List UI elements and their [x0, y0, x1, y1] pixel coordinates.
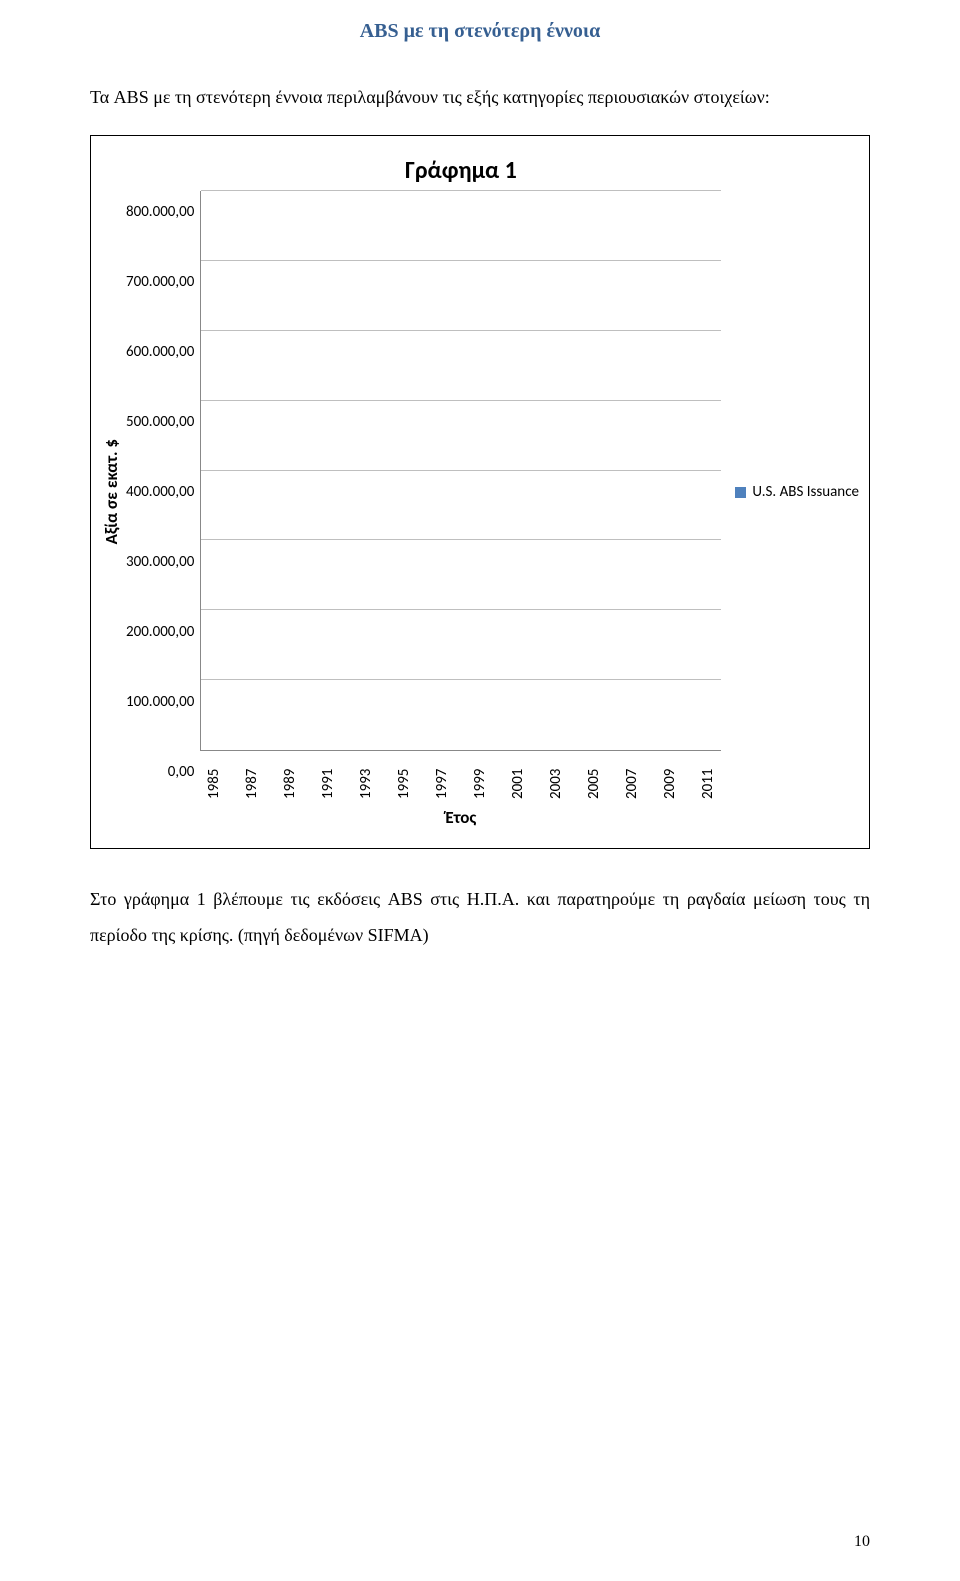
- gridline: [201, 609, 721, 610]
- gridline: [201, 400, 721, 401]
- x-tick: 2003: [547, 757, 565, 799]
- x-tick: 1989: [281, 757, 299, 799]
- x-tick-slot: [261, 757, 280, 799]
- legend: U.S. ABS Issuance: [721, 483, 859, 501]
- x-tick-slot: [337, 757, 356, 799]
- plot-column: Γράφημα 1 198519871989199119931995199719…: [200, 156, 721, 828]
- x-tick: 2009: [661, 757, 679, 799]
- chart-title: Γράφημα 1: [200, 156, 721, 185]
- intro-paragraph: Τα ABS με τη στενότερη έννοια περιλαμβάν…: [90, 79, 870, 115]
- chart-container: Αξία σε εκατ. $ 800.000,00700.000,00600.…: [90, 135, 870, 849]
- bars-container: [201, 191, 721, 750]
- x-axis-label: Έτος: [200, 807, 721, 828]
- caption-paragraph: Στο γράφημα 1 βλέπουμε τις εκδόσεις ABS …: [90, 881, 870, 953]
- x-tick-slot: 2005: [584, 757, 603, 799]
- x-tick-slot: [489, 757, 508, 799]
- x-tick-slot: 1997: [432, 757, 451, 799]
- x-tick-slot: [451, 757, 470, 799]
- x-tick-slot: [641, 757, 660, 799]
- legend-label: U.S. ABS Issuance: [752, 483, 859, 501]
- x-tick: 2007: [623, 757, 641, 799]
- x-tick-slot: 1999: [470, 757, 489, 799]
- x-tick-labels: 1985 1987 1989 1991 1993 1995 1997 1999 2001 2003…: [200, 757, 721, 799]
- gridline: [201, 470, 721, 471]
- x-tick-slot: [413, 757, 432, 799]
- x-tick: 2005: [585, 757, 603, 799]
- page: ABS με τη στενότερη έννοια Τα ABS με τη …: [0, 0, 960, 1581]
- legend-item: U.S. ABS Issuance: [735, 483, 859, 501]
- gridline: [201, 539, 721, 540]
- x-tick-slot: 2007: [622, 757, 641, 799]
- x-tick: 2011: [699, 757, 717, 799]
- x-tick-slot: [565, 757, 584, 799]
- x-tick-slot: 1989: [280, 757, 299, 799]
- x-tick: 1993: [357, 757, 375, 799]
- y-tick-labels: 800.000,00700.000,00600.000,00500.000,00…: [126, 212, 200, 772]
- x-tick-slot: [223, 757, 242, 799]
- x-tick-slot: 1995: [394, 757, 413, 799]
- x-tick-slot: [527, 757, 546, 799]
- x-tick: 1991: [319, 757, 337, 799]
- x-tick: 1997: [433, 757, 451, 799]
- x-tick-slot: 1991: [318, 757, 337, 799]
- x-tick-slot: [375, 757, 394, 799]
- x-tick: 1985: [205, 757, 223, 799]
- x-tick: 1987: [243, 757, 261, 799]
- x-tick-slot: 2001: [508, 757, 527, 799]
- x-tick-slot: 2009: [660, 757, 679, 799]
- plot-area: [200, 191, 721, 751]
- x-tick-slot: 1985: [204, 757, 223, 799]
- x-tick-slot: 2011: [698, 757, 717, 799]
- x-tick: 1995: [395, 757, 413, 799]
- x-tick-slot: [299, 757, 318, 799]
- x-tick-slot: [679, 757, 698, 799]
- x-tick-slot: 2003: [546, 757, 565, 799]
- y-axis-label: Αξία σε εκατ. $: [101, 439, 122, 544]
- x-tick-slot: 1987: [242, 757, 261, 799]
- gridline: [201, 190, 721, 191]
- x-tick: 2001: [509, 757, 527, 799]
- x-tick-slot: 1993: [356, 757, 375, 799]
- gridline: [201, 260, 721, 261]
- square-icon: [735, 487, 746, 498]
- gridline: [201, 679, 721, 680]
- gridline: [201, 330, 721, 331]
- page-number: 10: [854, 1533, 870, 1551]
- section-title: ABS με τη στενότερη έννοια: [90, 20, 870, 43]
- x-tick: 1999: [471, 757, 489, 799]
- x-tick-slot: [603, 757, 622, 799]
